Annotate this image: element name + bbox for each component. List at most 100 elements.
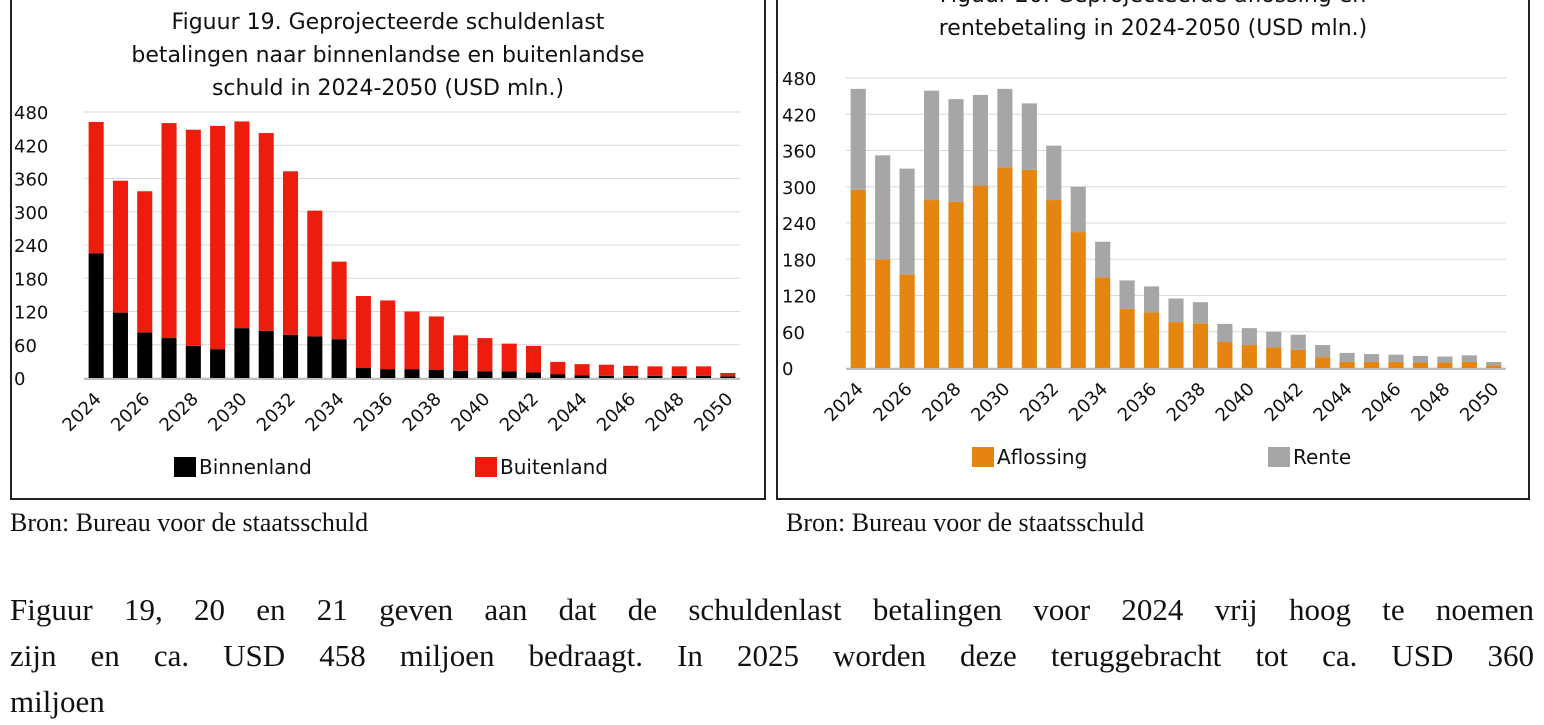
fig20-bar-rente-2037 (1168, 298, 1184, 323)
fig20-bar-aflossing-2046 (1388, 361, 1404, 368)
fig20-y-tick-label: 300 (782, 178, 816, 199)
figure-19-source: Bron: Bureau voor de staatsschuld (10, 508, 369, 537)
fig19-bar-buitenland-2047 (647, 366, 663, 376)
fig20-bar-rente-2033 (1070, 186, 1086, 233)
fig19-y-tick-label: 60 (14, 336, 37, 357)
fig20-x-tick-label: 2050 (1456, 379, 1503, 426)
fig20-bar-aflossing-2048 (1437, 362, 1453, 368)
fig20-bar-rente-2048 (1437, 356, 1453, 363)
fig19-bar-binnenland-2029 (210, 349, 226, 378)
figure-19-title-line-3: schuld in 2024-2050 (USD mln.) (211, 76, 565, 101)
fig20-bar-rente-2038 (1192, 302, 1209, 324)
fig19-bar-buitenland-2043 (550, 361, 566, 375)
fig19-bar-binnenland-2038 (428, 369, 444, 378)
fig20-bar-aflossing-2037 (1168, 322, 1184, 368)
fig19-x-tick-label: 2024 (58, 389, 105, 436)
fig19-x-tick-label: 2034 (301, 389, 348, 436)
fig20-bar-rente-2041 (1266, 331, 1282, 348)
fig19-bar-buitenland-2034 (331, 261, 347, 340)
fig20-bar-rente-2036 (1143, 286, 1160, 313)
fig19-x-tick-label: 2036 (350, 389, 397, 436)
fig20-bar-aflossing-2025 (875, 259, 891, 368)
figure-19-title-line-2: betalingen naar binnenlandse en buitenla… (131, 43, 645, 68)
fig20-bar-aflossing-2034 (1095, 277, 1111, 368)
fig20-y-tick-label: 60 (782, 323, 805, 344)
fig19-bar-buitenland-2026 (137, 191, 153, 333)
fig20-bar-rente-2025 (875, 155, 891, 260)
fig19-x-tick-label: 2028 (156, 389, 203, 436)
fig20-y-tick-label: 240 (782, 214, 816, 235)
fig20-x-tick-label: 2034 (1065, 379, 1112, 426)
fig19-bar-binnenland-2037 (404, 369, 420, 378)
fig19-bar-binnenland-2048 (671, 375, 687, 378)
fig19-bar-buitenland-2046 (623, 365, 639, 376)
fig19-bar-buitenland-2048 (671, 366, 687, 376)
fig20-y-tick-label: 180 (782, 250, 816, 271)
figure-20-panel: Figuur 20. Geprojecteerde aflossing en r… (776, 0, 1530, 500)
fig19-bar-binnenland-2034 (331, 339, 347, 378)
fig20-bar-rente-2035 (1119, 280, 1135, 309)
body-line-2: zijn en ca. USD 458 miljoen bedraagt. In… (10, 638, 1534, 673)
fig19-bar-binnenland-2039 (453, 370, 469, 378)
fig19-legend-swatch-binnenland (174, 457, 196, 477)
fig20-y-tick-label: 360 (782, 142, 816, 163)
fig19-x-tick-label: 2030 (204, 389, 251, 436)
fig19-legend-swatch-buitenland (475, 457, 497, 477)
fig20-bar-aflossing-2038 (1192, 323, 1209, 368)
fig19-bar-buitenland-2033 (307, 210, 323, 337)
fig20-bar-rente-2047 (1412, 355, 1429, 363)
fig19-bar-buitenland-2027 (161, 123, 177, 339)
figure-20-source: Bron: Bureau voor de staatsschuld (786, 508, 1145, 537)
fig20-x-tick-label: 2030 (967, 379, 1014, 426)
fig20-bar-rente-2043 (1315, 345, 1331, 358)
fig19-bar-binnenland-2036 (380, 369, 396, 378)
fig20-bar-aflossing-2043 (1315, 357, 1331, 368)
fig19-y-tick-label: 240 (14, 236, 48, 257)
fig19-bar-binnenland-2033 (307, 336, 323, 378)
fig20-y-tick-label: 0 (782, 359, 793, 380)
fig20-bar-aflossing-2042 (1290, 349, 1306, 368)
fig20-bar-aflossing-2050 (1486, 365, 1502, 368)
body-paragraph: Figuur 19, 20 en 21 geven aan dat de sch… (10, 587, 1534, 725)
fig19-bar-buitenland-2032 (282, 171, 299, 335)
fig20-bar-aflossing-2028 (948, 201, 964, 368)
fig19-bar-buitenland-2025 (112, 180, 128, 313)
fig20-bar-aflossing-2024 (850, 189, 866, 368)
fig19-bar-binnenland-2027 (161, 338, 177, 378)
fig19-bar-binnenland-2044 (574, 375, 590, 378)
fig20-x-tick-label: 2038 (1163, 379, 1210, 426)
fig19-x-tick-label: 2038 (399, 389, 446, 436)
fig19-bar-binnenland-2041 (501, 371, 517, 378)
fig19-x-tick-label: 2050 (690, 389, 737, 436)
fig19-x-tick-label: 2046 (593, 389, 640, 436)
fig20-legend-label-rente: Rente (1293, 445, 1351, 469)
fig19-legend-label-binnenland: Binnenland (199, 455, 312, 479)
body-line-3: miljoen (10, 684, 105, 719)
fig19-bar-binnenland-2026 (137, 332, 153, 378)
fig19-bar-binnenland-2046 (623, 375, 639, 378)
fig20-bar-rente-2031 (1021, 103, 1037, 170)
figure-20-title-line-1: Figuur 20. Geprojecteerde aflossing en (778, 0, 1528, 12)
fig19-bar-binnenland-2035 (355, 368, 371, 378)
fig20-x-tick-label: 2036 (1114, 379, 1161, 426)
fig20-x-tick-label: 2032 (1016, 379, 1063, 426)
fig20-y-tick-label: 120 (782, 287, 816, 308)
fig19-bar-buitenland-2036 (380, 300, 396, 370)
fig19-bar-binnenland-2032 (282, 334, 299, 378)
fig19-bar-binnenland-2050 (720, 376, 736, 378)
fig20-bar-aflossing-2036 (1143, 312, 1160, 368)
fig19-bar-buitenland-2037 (404, 311, 420, 370)
fig19-y-tick-label: 420 (14, 136, 48, 157)
fig19-x-tick-label: 2032 (253, 389, 300, 436)
fig20-bar-rente-2034 (1095, 241, 1111, 278)
fig20-bar-aflossing-2035 (1119, 308, 1135, 368)
fig20-x-tick-label: 2024 (821, 379, 868, 426)
fig19-x-tick-label: 2042 (496, 389, 543, 436)
fig20-bar-rente-2044 (1339, 352, 1355, 362)
fig19-bar-binnenland-2047 (647, 375, 663, 378)
fig19-bar-binnenland-2031 (258, 330, 274, 378)
fig20-bar-aflossing-2026 (899, 274, 915, 368)
figure-19-title-line-1: Figuur 19. Geprojecteerde schuldenlast (171, 10, 605, 35)
fig20-bar-rente-2039 (1217, 323, 1233, 343)
fig19-bar-binnenland-2024 (88, 253, 104, 378)
